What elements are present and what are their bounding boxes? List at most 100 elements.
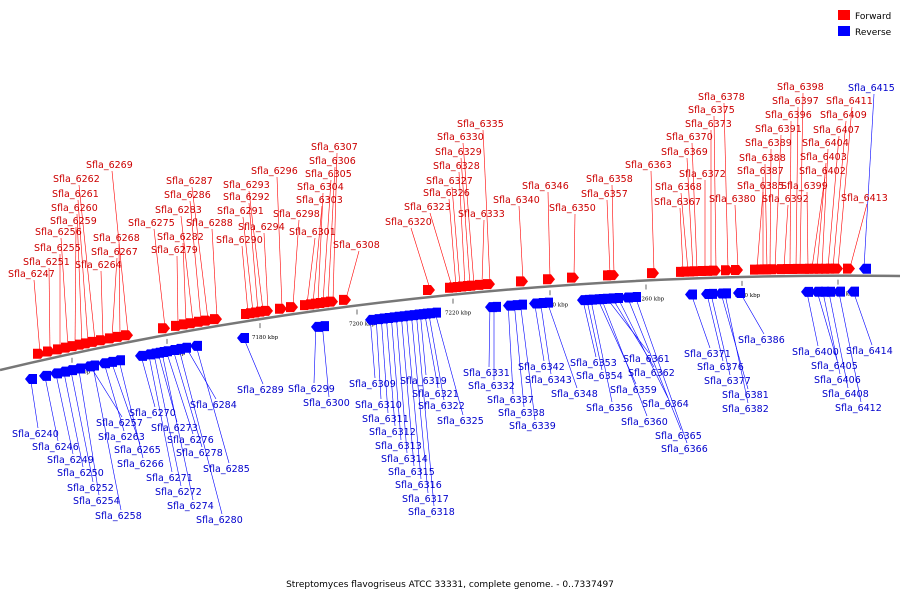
forward-gene-label: Sfla_6290 [216,235,263,246]
forward-leader-line [448,198,457,287]
forward-gene-label: Sfla_6397 [772,96,819,107]
forward-leader-line [263,232,269,310]
forward-leader-line [327,166,336,302]
forward-leader-line [292,219,300,307]
forward-gene-label: Sfla_6255 [34,243,81,254]
forward-leader-line [78,184,96,341]
reverse-gene-label: Sfla_6381 [722,390,769,401]
forward-gene-arrow [607,270,619,281]
reverse-gene-label: Sfla_6284 [190,400,237,411]
forward-gene-arrow [647,268,659,279]
forward-leader-line [241,245,249,314]
legend-forward-swatch [838,10,850,20]
reverse-gene-arrows [25,263,871,385]
forward-gene-label: Sfla_6306 [309,156,356,167]
reverse-gene-label: Sfla_6273 [151,423,198,434]
forward-leader-line [100,270,104,340]
reverse-gene-label: Sfla_6376 [697,362,744,373]
reverse-gene-label: Sfla_6366 [661,444,708,455]
reverse-gene-arrow [541,297,553,308]
reverse-gene-arrow [685,289,697,300]
forward-gene-arrow [423,285,435,296]
forward-gene-label: Sfla_6323 [404,202,451,213]
reverse-gene-label: Sfla_6348 [551,389,598,400]
reverse-leader-line [723,289,749,404]
reverse-leader-line [380,314,389,414]
forward-gene-label: Sfla_6294 [238,222,285,233]
reverse-gene-label: Sfla_6406 [814,375,861,386]
forward-leader-line [827,135,840,268]
forward-leader-line [680,192,689,271]
reverse-gene-label: Sfla_6276 [167,435,214,446]
reverse-leader-line [599,294,648,417]
forward-gene-label: Sfla_6296 [251,166,298,177]
reverse-leader-line [585,295,603,371]
reverse-leader-line [77,364,100,496]
forward-gene-label: Sfla_6403 [800,152,847,163]
forward-gene-label: Sfla_6292 [223,192,270,203]
forward-gene-label: Sfla_6305 [305,169,352,180]
forward-leader-line [837,106,853,268]
reverse-leader-line [395,312,408,454]
reverse-gene-label: Sfla_6337 [487,395,534,406]
reverse-leader-line [321,322,330,398]
reverse-leader-line [156,348,178,423]
reverse-gene-arrow [179,342,191,353]
forward-gene-label: Sfla_6328 [433,161,480,172]
forward-gene-label: Sfla_6304 [297,182,344,193]
forward-gene-label: Sfla_6370 [666,132,713,143]
reverse-gene-arrow [515,299,527,310]
reverse-gene-label: Sfla_6266 [117,459,164,470]
reverse-gene-label: Sfla_6314 [381,454,428,465]
forward-gene-label: Sfla_6378 [698,92,745,103]
forward-leader-line [306,237,316,305]
reverse-leader-line [62,367,84,468]
reverse-leader-lines [29,93,875,515]
reverse-gene-label: Sfla_6270 [129,408,176,419]
reverse-leader-line [633,292,688,444]
forward-gene-arrow [709,265,721,276]
forward-gene-arrow [843,263,855,274]
forward-gene-label: Sfla_6368 [655,182,702,193]
reverse-gene-label: Sfla_6361 [623,354,670,365]
forward-leader-line [451,186,461,286]
reverse-leader-line [513,301,525,408]
forward-gene-label: Sfla_6282 [157,232,204,243]
forward-gene-label: Sfla_6396 [765,110,812,121]
forward-leader-line [518,205,524,281]
forward-gene-arrow [567,272,579,283]
reverse-gene-arrow [25,374,37,385]
forward-leader-line [783,204,789,269]
forward-gene-label: Sfla_6358 [586,174,633,185]
forward-gene-labels: Sfla_6247Sfla_6251Sfla_6255Sfla_6256Sfla… [8,82,888,280]
forward-leader-line [799,92,804,268]
reverse-gene-label: Sfla_6353 [570,358,617,369]
reverse-gene-label: Sfla_6274 [167,501,214,512]
tick-label: 7200 kbp [349,321,376,327]
reverse-gene-label: Sfla_6321 [412,389,459,400]
reverse-leader-line [595,295,637,385]
reverse-gene-label: Sfla_6258 [95,511,142,522]
reverse-leader-line [519,300,536,421]
forward-leader-line [429,212,453,287]
forward-gene-label: Sfla_6303 [296,195,343,206]
forward-gene-arrow [158,323,170,334]
reverse-gene-label: Sfla_6318 [408,507,455,518]
forward-gene-arrow [275,303,287,314]
forward-gene-label: Sfla_6261 [52,189,99,200]
reverse-leader-line [689,290,711,349]
forward-gene-label: Sfla_6375 [688,105,735,116]
reverse-gene-label: Sfla_6317 [402,494,449,505]
reverse-gene-label: Sfla_6278 [176,448,223,459]
forward-leader-line [811,176,826,268]
reverse-gene-label: Sfla_6339 [509,421,556,432]
forward-gene-label: Sfla_6251 [23,257,70,268]
tick-label: 7280 kbp [734,293,761,299]
reverse-gene-label: Sfla_6311 [362,414,409,425]
reverse-gene-arrow [611,293,623,304]
reverse-gene-arrow [489,301,501,312]
reverse-gene-label: Sfla_6360 [621,417,668,428]
reverse-gene-label: Sfla_6254 [73,496,120,507]
reverse-leader-line [581,296,597,358]
forward-leader-line [182,242,187,324]
